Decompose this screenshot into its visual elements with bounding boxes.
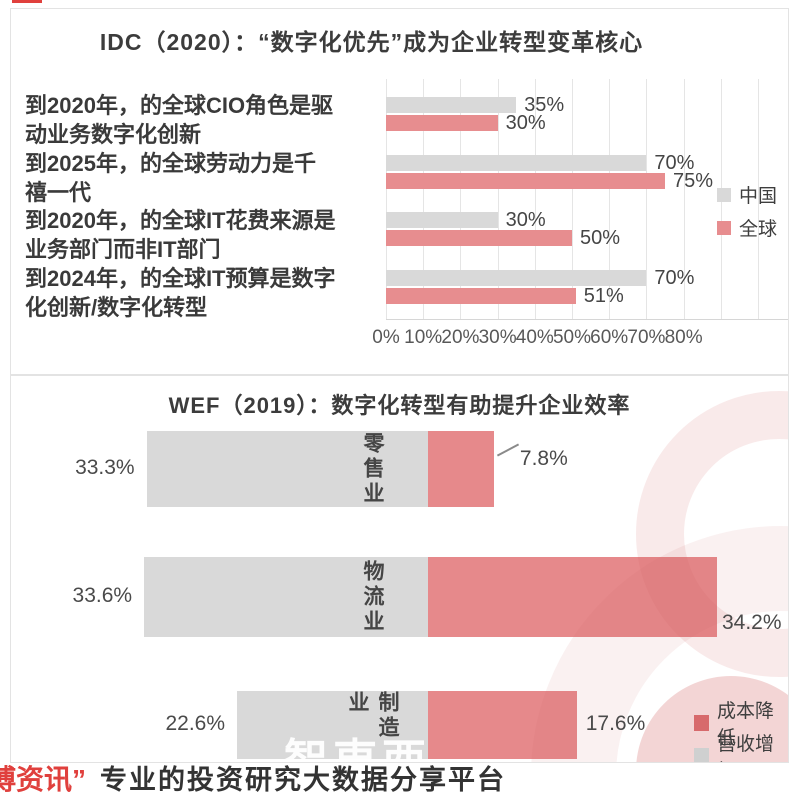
gridline — [609, 79, 611, 319]
bar-china — [386, 154, 647, 171]
gridline — [683, 79, 685, 319]
gridline — [534, 79, 536, 319]
footer: 博资讯” 专业的投资研究大数据分享平台 — [0, 758, 506, 798]
bar-revenue-increase — [144, 557, 428, 637]
bar-value-label: 51% — [583, 284, 624, 307]
right-value-label: 34.2% — [721, 611, 782, 634]
legend-label: 全球 — [739, 219, 778, 240]
left-value-label: 22.6% — [165, 712, 226, 735]
category-label: 到2024年，的全球IT预算是数字 化创新/数字化转型 — [25, 266, 336, 321]
legend-item: 中国 — [717, 181, 777, 208]
x-axis-tick: 20% — [441, 327, 480, 348]
bar-revenue-increase — [146, 431, 428, 507]
left-value-label: 33.6% — [72, 584, 133, 607]
bar-global — [386, 172, 665, 189]
bar-value-label: 70% — [654, 266, 695, 289]
bar-value-label: 30% — [505, 209, 546, 232]
category-label: 到2020年，的全球IT花费来源是 业务部门而非IT部门 — [25, 208, 336, 263]
leader-line — [496, 443, 519, 457]
legend-label: 营收增加 — [716, 734, 774, 762]
bar-cost-reduction — [428, 431, 494, 507]
category-label: 物流业 — [361, 559, 384, 635]
x-axis-tick: 40% — [515, 327, 554, 348]
right-value-label: 17.6% — [585, 712, 646, 735]
wef-chart-title: WEF（2019）：数字化转型有助提升企业效率 — [168, 393, 631, 418]
x-axis-tick: 50% — [552, 327, 592, 348]
gridline — [386, 79, 387, 319]
legend-label: 成本降低 — [716, 701, 774, 749]
legend-item: 成本降低 — [694, 696, 788, 750]
legend-swatch-icon — [717, 187, 731, 202]
bar-value-label: 50% — [580, 227, 621, 250]
bar-cost-reduction — [428, 691, 577, 759]
legend-swatch-icon — [694, 748, 709, 762]
top-left-red-mark — [12, 0, 42, 3]
bar-value-label: 75% — [673, 169, 714, 192]
bar-global — [386, 230, 572, 247]
footer-tagline: 专业的投资研究大数据分享平台 — [100, 765, 507, 795]
bar-global — [386, 287, 576, 304]
bar-value-label: 30% — [505, 112, 546, 134]
right-value-label: 7.8% — [519, 447, 568, 470]
legend-label: 中国 — [739, 186, 778, 207]
x-axis-tick: 0% — [372, 327, 400, 348]
bar-value-label: 35% — [524, 94, 565, 116]
bar-cost-reduction — [428, 557, 717, 637]
idc-chart-title: IDC（2020）：“数字化优先”成为企业转型变革核心 — [99, 29, 644, 55]
category-label: 制造业 — [346, 691, 399, 759]
bar-china — [386, 97, 517, 113]
bar-global — [386, 115, 498, 131]
gridline — [423, 79, 425, 319]
gridline — [572, 79, 573, 319]
legend-swatch-icon — [694, 715, 709, 731]
legend-item: 全球 — [717, 214, 777, 241]
bar-china — [386, 212, 498, 229]
legend-swatch-icon — [717, 220, 731, 235]
gridline — [646, 79, 648, 319]
category-label: 零售业 — [361, 431, 384, 507]
x-axis-line — [386, 319, 788, 320]
bar-value-label: 70% — [654, 151, 695, 174]
left-value-label: 33.3% — [75, 456, 135, 479]
category-label: 到2025年，的全球劳动力是千 禧一代 — [25, 151, 316, 206]
wef-chart-box: WEF（2019）：数字化转型有助提升企业效率 零售业 33.3% 7.8% 物流业 3… — [10, 375, 789, 763]
gridline — [497, 79, 499, 319]
x-axis-tick: 60% — [590, 327, 629, 348]
category-label: 到2020年，的全球CIO角色是驱 动业务数字化创新 — [25, 93, 334, 148]
legend-item: 营收增加 — [694, 729, 788, 762]
footer-brand: 博资讯” — [0, 764, 87, 795]
x-axis-tick: 70% — [627, 327, 666, 348]
idc-chart-box: IDC（2020）：“数字化优先”成为企业转型变革核心 到2020年，的全球CI… — [10, 8, 789, 375]
x-axis-tick: 80% — [664, 327, 703, 348]
gridline — [460, 79, 462, 319]
x-axis-tick: 10% — [404, 327, 443, 348]
bar-revenue-increase — [237, 691, 428, 759]
gridline — [758, 79, 759, 319]
bar-china — [386, 269, 647, 286]
wef-chart-plot: 零售业 33.3% 7.8% 物流业 33.6% 34.2% 制造业 22.6% 17.6% — [11, 376, 788, 762]
idc-chart-plot: 35% 70% 30% 70% 30% 75% 50% 51% 0% 10% 20% 30% 40% 50… — [372, 79, 788, 348]
x-axis-tick: 30% — [478, 327, 517, 348]
